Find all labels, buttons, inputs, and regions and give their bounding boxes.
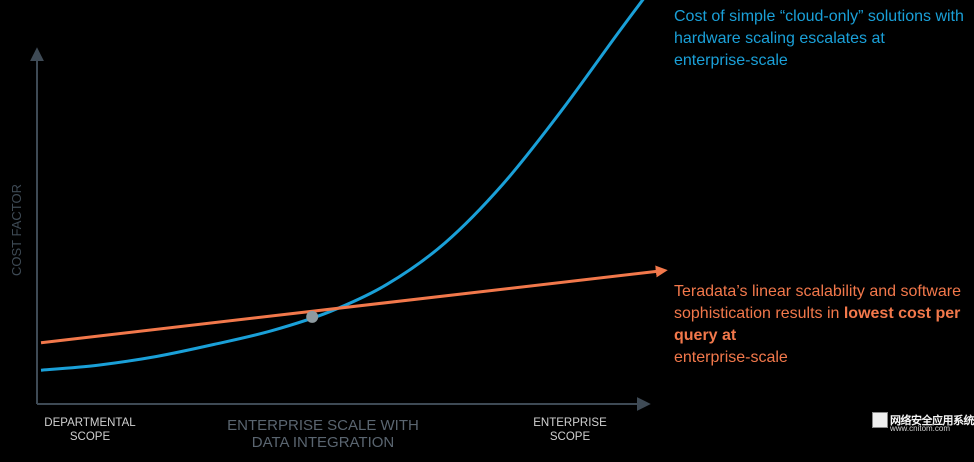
intersection-point (306, 310, 319, 323)
cloud-cost-annotation: Cost of simple “cloud-only” solutions wi… (674, 8, 964, 69)
teradata-annotation-tail: enterprise-scale (674, 349, 788, 366)
x-tick-label-1: ENTERPRISE SCALE WITH DATA INTEGRATION (227, 417, 419, 451)
teradata-cost-annotation: Teradata’s linear scalability and softwa… (674, 281, 969, 369)
x-tick-label-0-line-1: SCOPE (70, 431, 111, 443)
x-tick-label-2-line-0: ENTERPRISE (533, 417, 607, 429)
series-cloud-only-cost-line (40, 0, 645, 372)
x-tick-labels: DEPARTMENTAL SCOPE ENTERPRISE SCALE WITH DA… (44, 417, 607, 451)
watermark-text: 网络安全应用系统 (890, 415, 974, 427)
y-axis-label: COST FACTOR (9, 184, 24, 276)
watermark-url: www.cnitom.com (890, 424, 951, 433)
teradata-annotation-bold: lowest cost per query at (674, 305, 961, 344)
x-tick-label-1-line-1: DATA INTEGRATION (252, 434, 395, 451)
x-tick-label-0: DEPARTMENTAL SCOPE (44, 417, 136, 443)
x-tick-label-2: ENTERPRISE SCOPE (533, 417, 607, 443)
teradata-annotation-lead: Teradata’s linear scalability and softwa… (674, 283, 961, 322)
x-tick-label-2-line-1: SCOPE (550, 431, 591, 443)
x-tick-label-1-line-0: ENTERPRISE SCALE WITH (227, 417, 419, 434)
watermark-logo-icon (872, 412, 888, 428)
watermark: 网络安全应用系统 www.cnitom.com (872, 412, 974, 434)
series-teradata-cost-line (40, 265, 668, 345)
x-tick-label-0-line-0: DEPARTMENTAL (44, 417, 136, 429)
